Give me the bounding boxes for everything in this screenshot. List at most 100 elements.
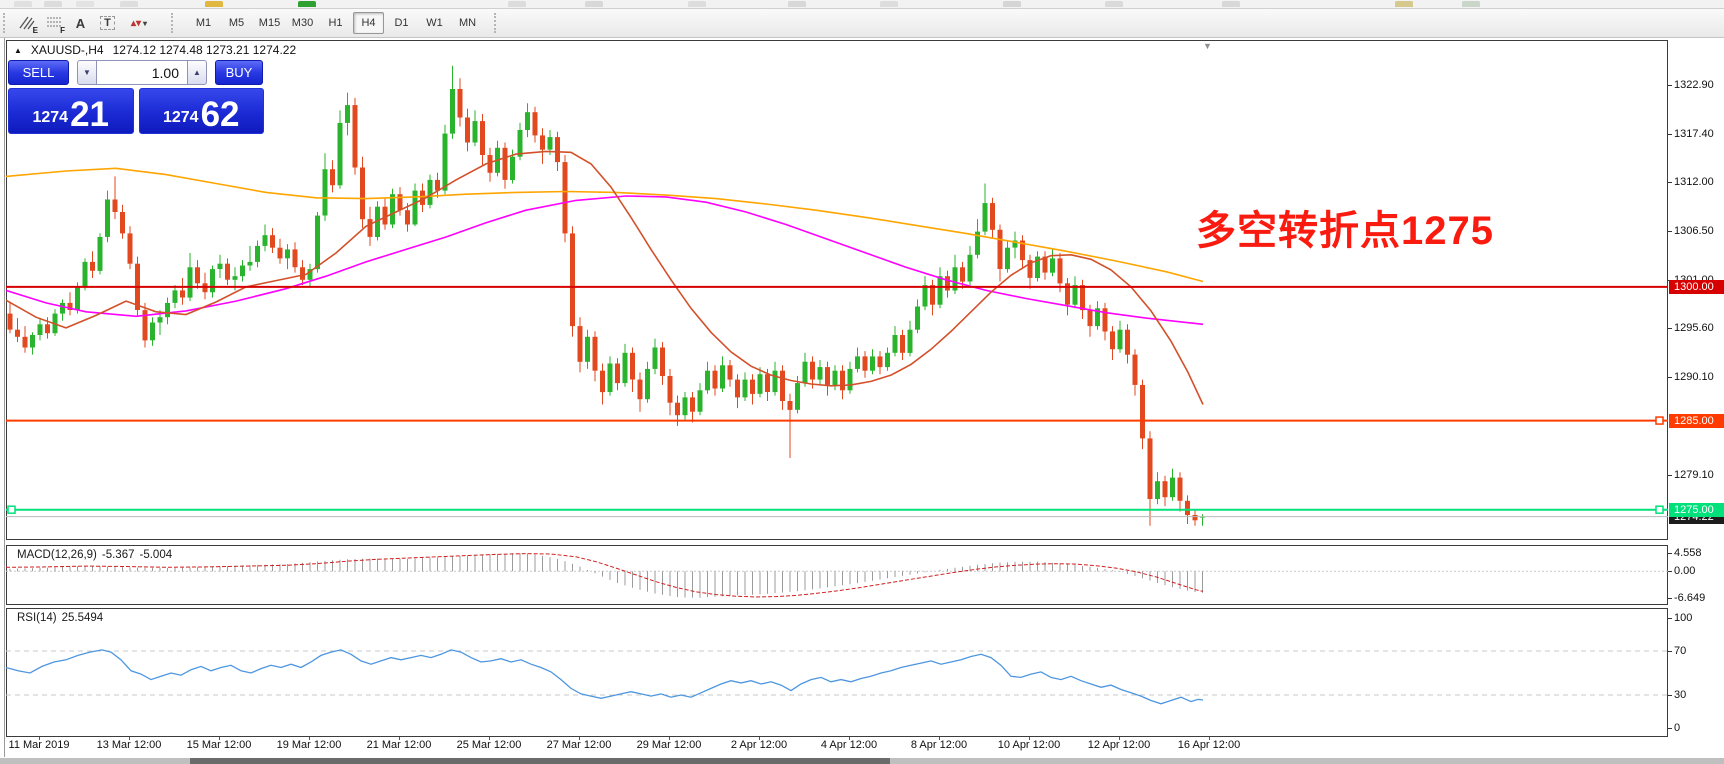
toolbar-icon-fragment [298,1,316,7]
chart-window: ▲ XAUUSD-,H4 1274.12 1274.48 1273.21 127… [0,38,1724,764]
ma-medium-magenta [6,195,1204,326]
sell-button[interactable]: SELL [8,60,69,85]
axis-tick-mark [1668,618,1672,619]
text-glyph: A [75,15,86,31]
buy-price[interactable]: 1274 62 [138,88,264,134]
collapse-triangle-icon[interactable]: ▲ [14,45,22,55]
toolbar-icon-fragment [1395,1,1413,7]
timeframe-button-d1[interactable]: D1 [386,12,417,34]
price-tick-label: 1290.10 [1674,371,1714,383]
time-tick-mark [579,737,580,740]
arrows-glyph: ▴▾ [130,17,142,29]
toolbar-grip[interactable] [171,13,176,33]
time-tick-mark [399,737,400,740]
time-tick-mark [129,737,130,740]
rsi-line [6,649,1204,705]
toolbar-grip[interactable] [494,13,499,33]
time-tick-mark [489,737,490,740]
macd-histogram [9,553,1203,598]
timeframe-button-h1[interactable]: H1 [320,12,351,34]
price-tick-label: 1295.60 [1674,322,1714,334]
axis-tick-mark [1668,182,1672,183]
date-tick-label: 12 Apr 12:00 [1087,739,1151,751]
toolbar-row-clipped [0,0,1724,9]
time-tick-mark [669,737,670,740]
tool-sub-label: E [32,25,38,35]
chart-shift-marker-icon[interactable]: ▼ [1203,41,1212,51]
volume-decrease-button[interactable]: ▼ [77,60,97,85]
macd-scale-label: -6.649 [1674,592,1706,604]
price-tick-label: 1312.00 [1674,176,1714,188]
hline-price-label-1285: 1285.00 [1669,414,1724,428]
toolbar-grip[interactable] [3,13,8,33]
fibonacci-retracement-icon[interactable]: F [40,12,67,35]
date-tick-label: 10 Apr 12:00 [997,739,1061,751]
timeframe-button-m15[interactable]: M15 [254,12,285,34]
axis-tick-mark [1668,134,1672,135]
text-icon[interactable]: A [67,12,94,35]
rsi-scale-label: 30 [1674,689,1687,701]
toolbar-icon-fragment [508,1,526,7]
timeframe-button-m5[interactable]: M5 [221,12,252,34]
axis-tick-mark [1668,553,1672,554]
volume-input[interactable] [97,60,187,85]
timeframe-button-m30[interactable]: M30 [287,12,318,34]
volume-increase-button[interactable]: ▲ [187,60,207,85]
moving-averages-layer [6,150,1204,405]
time-tick-mark [1209,737,1210,740]
axis-tick-mark [1668,651,1672,652]
time-tick-mark [849,737,850,740]
channel-lines-glyph [18,16,35,30]
date-tick-label: 19 Mar 12:00 [276,739,342,751]
sell-price[interactable]: 1274 21 [8,88,134,134]
axis-tick-mark [1668,571,1672,572]
symbol-period-label: XAUUSD-,H4 [30,43,104,57]
buy-button[interactable]: BUY [215,60,263,85]
macd-scale-label: 0.00 [1674,565,1696,577]
rsi-indicator-panel[interactable]: RSI(14) 25.5494 [6,608,1668,737]
one-click-trading-panel: SELL ▼ ▲ BUY 1274 21 1274 62 [8,60,264,134]
macd-indicator-panel[interactable]: MACD(12,26,9) -5.367 -5.004 [6,545,1668,605]
date-tick-label: 4 Apr 12:00 [820,739,878,751]
buy-price-small: 1274 [162,109,199,126]
time-tick-mark [1029,737,1030,740]
macd-chart[interactable] [6,545,1668,605]
rsi-scale-label: 0 [1674,722,1681,734]
time-tick-mark [939,737,940,740]
status-strip [0,758,1724,764]
toolbar: E F A T ▴▾ ▾ M1 M5 M15 M30 H1 H4 D1 W1 MN [0,9,1724,38]
timeframe-button-h4[interactable]: H4 [353,12,384,34]
axis-tick-mark [1668,231,1672,232]
date-tick-label: 11 Mar 2019 [8,739,70,751]
date-tick-label: 27 Mar 12:00 [546,739,612,751]
axis-tick-mark [1668,475,1672,476]
text-label-glyph: T [100,16,115,30]
candles-layer [7,65,1205,526]
time-tick-mark [219,737,220,740]
price-tick-label: 1322.90 [1674,79,1714,91]
price-chart-plot[interactable] [6,40,1668,540]
chart-annotation-text: 多空转折点1275 [1196,209,1494,253]
timeframe-button-m1[interactable]: M1 [188,12,219,34]
sell-price-big: 21 [70,94,110,134]
candlestick-chart[interactable] [6,40,1668,540]
date-tick-label: 15 Mar 12:00 [186,739,252,751]
horizontal-lines-layer[interactable] [6,285,1668,518]
date-tick-label: 29 Mar 12:00 [636,739,702,751]
rsi-chart[interactable] [6,608,1668,737]
rsi-title: RSI(14) [17,612,57,624]
time-tick-mark [39,737,40,740]
hline-handle [7,505,16,514]
arrow-objects-icon[interactable]: ▴▾ ▾ [121,12,157,35]
text-label-icon[interactable]: T [94,12,121,35]
price-tick-label: 1306.50 [1674,225,1714,237]
timeframe-button-mn[interactable]: MN [452,12,483,34]
timeframe-button-w1[interactable]: W1 [419,12,450,34]
equidistant-channel-icon[interactable]: E [13,12,40,35]
toolbar-icon-fragment [76,1,94,7]
status-strip-segment [190,758,890,764]
macd-signal-line [6,553,1204,598]
macd-value-signal: -5.004 [139,549,173,561]
volume-stepper: ▼ ▲ [77,60,207,85]
